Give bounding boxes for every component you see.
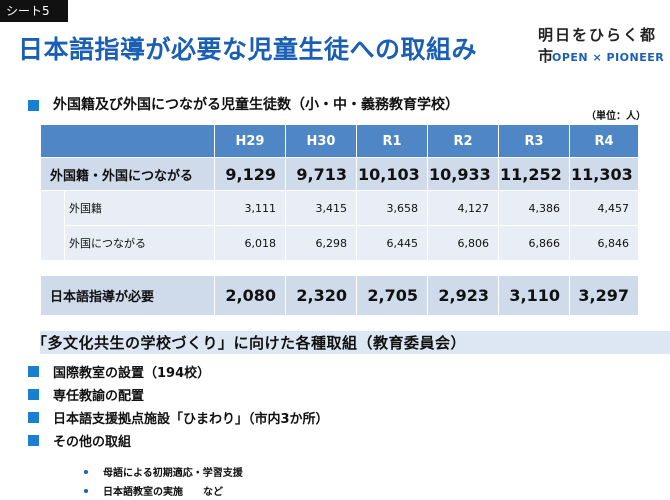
square-bullet-icon xyxy=(28,99,39,111)
initiatives-list: 国際教室の設置（194校） 専任教諭の配置 日本語支援拠点施設「ひまわり」（市内… xyxy=(28,360,329,452)
brand-slogan: 明日をひらく都市 xyxy=(538,26,658,65)
dot-bullet-icon xyxy=(84,469,88,474)
table-row-foreign-total: 外国籍・外国につながる 9,129 9,713 10,103 10,933 11… xyxy=(40,157,639,191)
header-blank-cell xyxy=(40,124,215,158)
square-bullet-icon xyxy=(28,435,39,446)
table-cell: 2,320 xyxy=(285,275,357,316)
table-cell: 6,018 xyxy=(214,225,286,261)
table-spacer-row xyxy=(40,260,639,276)
table-cell: 4,386 xyxy=(498,190,570,226)
table-cell: 9,129 xyxy=(214,157,286,191)
table-cell: 10,103 xyxy=(356,157,428,191)
table-cell: 2,080 xyxy=(214,275,286,316)
table-cell: 6,846 xyxy=(569,225,639,261)
sheet-tag: シート5 xyxy=(0,0,68,22)
row-label: 外国籍 xyxy=(64,190,215,226)
table-cell: 4,457 xyxy=(569,190,639,226)
list-item-text: 国際教室の設置（194校） xyxy=(53,366,211,381)
table-row-foreign-nationality: 外国籍 3,111 3,415 3,658 4,127 4,386 4,457 xyxy=(40,190,639,261)
row-label: 外国籍・外国につながる xyxy=(40,157,215,191)
other-initiatives-list: 母語による初期適応・学習支援 日本語教室の実施 など xyxy=(84,462,243,500)
table-cell: 6,445 xyxy=(356,225,428,261)
square-bullet-icon xyxy=(28,412,39,423)
table-header-row: H29 H30 R1 R2 R3 R4 xyxy=(40,124,639,158)
column-header: H29 xyxy=(214,124,286,158)
list-item-text: 日本語支援拠点施設「ひまわり」（市内3か所） xyxy=(53,412,329,427)
column-header: R4 xyxy=(569,124,639,158)
table-cell: 2,923 xyxy=(427,275,499,316)
sub-list-item-text: 母語による初期適応・学習支援 xyxy=(103,468,243,479)
banner-text: 「多文化共生の学校づくり」に向けた各種取組（教育委員会） xyxy=(32,334,467,352)
dot-bullet-icon xyxy=(84,488,88,493)
sub-list-item-text: 日本語教室の実施 など xyxy=(103,487,223,498)
table-cell: 4,127 xyxy=(427,190,499,226)
section-heading-text: 外国籍及び外国につながる児童生徒数（小・中・義務教育学校） xyxy=(53,97,459,113)
row-label: 外国につながる xyxy=(64,225,215,261)
list-item: 国際教室の設置（194校） xyxy=(28,360,329,383)
student-count-table: H29 H30 R1 R2 R3 R4 外国籍・外国につながる 9,129 9,… xyxy=(40,124,639,316)
column-header: R2 xyxy=(427,124,499,158)
table-cell: 6,298 xyxy=(285,225,357,261)
sub-list-item: 日本語教室の実施 など xyxy=(84,481,243,500)
table-cell: 3,658 xyxy=(356,190,428,226)
table-row-needs-japanese-instruction: 日本語指導が必要 2,080 2,320 2,705 2,923 3,110 3… xyxy=(40,275,639,316)
table-cell: 3,110 xyxy=(498,275,570,316)
square-bullet-icon xyxy=(28,389,39,400)
column-header: H30 xyxy=(285,124,357,158)
page-title: 日本語指導が必要な児童生徒への取組み xyxy=(18,35,478,64)
initiatives-banner: 「多文化共生の学校づくり」に向けた各種取組（教育委員会） xyxy=(32,331,670,354)
square-bullet-icon xyxy=(28,366,39,377)
table-cell: 11,252 xyxy=(498,157,570,191)
brand-logo-text: OPEN × PIONEER xyxy=(552,51,665,64)
table-cell: 9,713 xyxy=(285,157,357,191)
section-heading-stats: 外国籍及び外国につながる児童生徒数（小・中・義務教育学校） xyxy=(28,94,459,114)
table-cell: 2,705 xyxy=(356,275,428,316)
table-cell: 3,297 xyxy=(569,275,639,316)
column-header: R1 xyxy=(356,124,428,158)
list-item: 専任教諭の配置 xyxy=(28,383,329,406)
table-cell: 3,111 xyxy=(214,190,286,226)
table-cell: 10,933 xyxy=(427,157,499,191)
list-item-text: 専任教諭の配置 xyxy=(53,389,145,404)
table-cell: 6,806 xyxy=(427,225,499,261)
spacer-cell xyxy=(40,260,639,276)
list-item-text: その他の取組 xyxy=(53,435,132,450)
list-item: その他の取組 xyxy=(28,429,329,452)
row-label: 日本語指導が必要 xyxy=(40,275,215,316)
table-cell: 11,303 xyxy=(569,157,639,191)
table-row-foreign-connected: 外国につながる 6,018 6,298 6,445 6,806 6,866 6,… xyxy=(41,225,639,261)
sub-list-item: 母語による初期適応・学習支援 xyxy=(84,462,243,481)
table-cell: 3,415 xyxy=(285,190,357,226)
indent-cell xyxy=(40,190,65,261)
table-cell: 6,866 xyxy=(498,225,570,261)
unit-label: （単位：人） xyxy=(586,111,646,122)
column-header: R3 xyxy=(498,124,570,158)
list-item: 日本語支援拠点施設「ひまわり」（市内3か所） xyxy=(28,406,329,429)
